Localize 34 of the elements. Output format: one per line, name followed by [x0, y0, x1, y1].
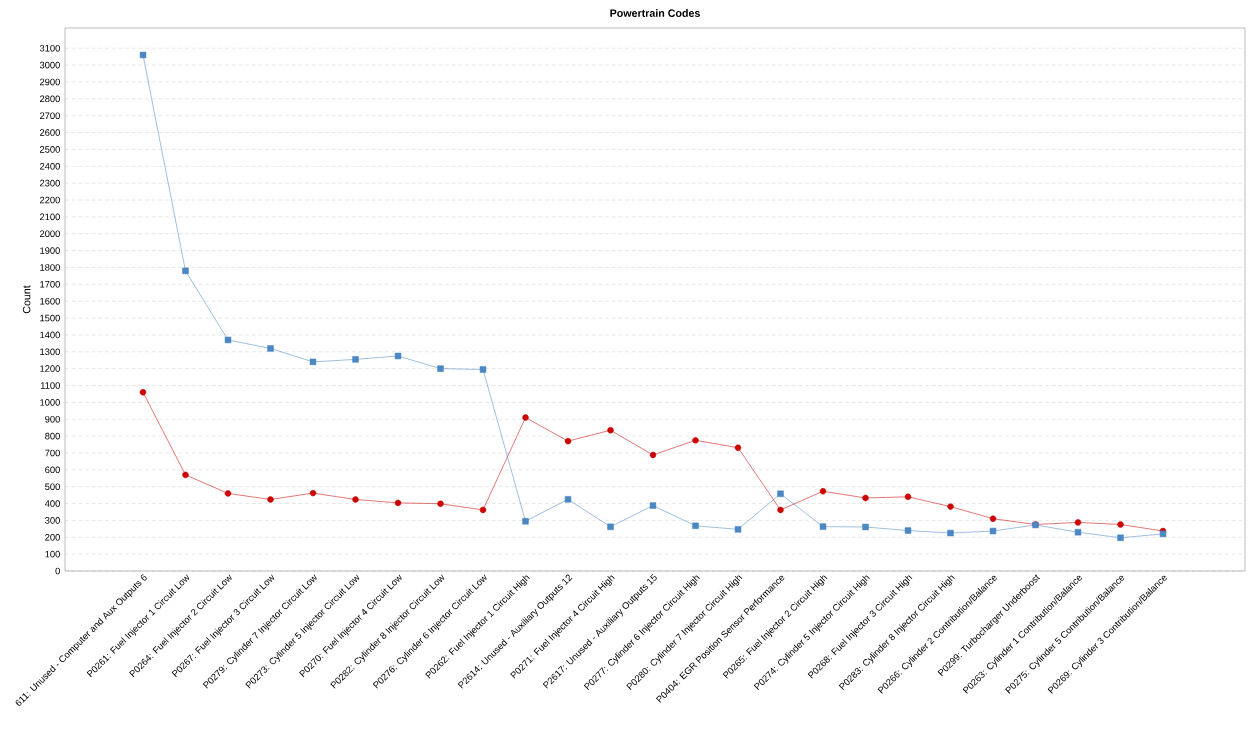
y-tick-label: 800 [45, 432, 60, 440]
y-tick-label: 1700 [40, 281, 60, 288]
y-tick-label: 3100 [39, 44, 60, 52]
y-tick-label: 100 [45, 550, 60, 558]
y-tick-label: 1200 [40, 365, 60, 372]
y-tick-label: 0 [55, 567, 60, 575]
y-tick-label: 400 [44, 500, 60, 507]
y-tick-label: 2100 [39, 213, 60, 221]
y-tick-label: 2800 [39, 95, 60, 103]
y-tick-label: 2900 [39, 78, 60, 86]
y-tick-label: 200 [45, 533, 60, 541]
y-tick-label: 2400 [39, 162, 60, 170]
y-axis-title: Count [22, 285, 31, 314]
y-tick-label: 300 [45, 517, 60, 524]
y-tick-label: 2300 [39, 179, 60, 187]
chart-title: Powertrain Codes [610, 9, 700, 17]
y-tick-label: 2200 [39, 196, 60, 204]
y-tick-label: 2700 [39, 112, 60, 119]
y-tick-label: 1300 [40, 348, 60, 356]
y-tick-label: 2600 [39, 129, 60, 136]
y-tick-label: 500 [45, 483, 60, 490]
y-tick-label: 1600 [40, 297, 60, 305]
y-tick-label: 1000 [40, 399, 60, 406]
y-tick-label: 1500 [40, 314, 60, 322]
y-tick-label: 1800 [40, 264, 60, 271]
y-tick-label: 900 [45, 415, 60, 423]
y-tick-label: 700 [45, 449, 60, 457]
y-tick-label: 1100 [40, 382, 60, 389]
y-tick-label: 2000 [39, 230, 60, 238]
y-tick-label: 600 [45, 466, 60, 474]
y-tick-label: 1900 [40, 247, 60, 254]
y-tick-label: 2500 [39, 146, 60, 153]
y-tick-label: 3000 [39, 61, 60, 69]
y-tick-label: 1400 [40, 331, 60, 339]
